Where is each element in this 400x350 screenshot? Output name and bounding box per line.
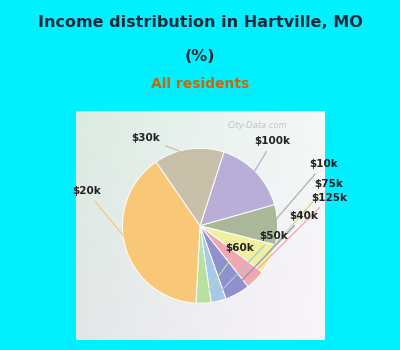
Text: $40k: $40k xyxy=(236,211,318,286)
Text: $20k: $20k xyxy=(72,186,130,243)
Text: $30k: $30k xyxy=(132,133,187,154)
Wedge shape xyxy=(200,226,248,299)
Wedge shape xyxy=(122,162,200,303)
Text: $10k: $10k xyxy=(273,159,338,223)
Wedge shape xyxy=(200,152,275,226)
Text: City-Data.com: City-Data.com xyxy=(228,121,288,131)
Text: Income distribution in Hartville, MO: Income distribution in Hartville, MO xyxy=(38,15,362,30)
Text: $100k: $100k xyxy=(253,136,291,174)
Text: All residents: All residents xyxy=(151,77,249,91)
Wedge shape xyxy=(200,226,275,272)
Wedge shape xyxy=(200,205,278,245)
Text: (%): (%) xyxy=(185,49,215,64)
Text: $125k: $125k xyxy=(253,193,347,274)
Wedge shape xyxy=(156,148,224,226)
Wedge shape xyxy=(200,226,262,287)
Text: $60k: $60k xyxy=(205,243,254,295)
Text: $75k: $75k xyxy=(266,179,343,254)
Text: $50k: $50k xyxy=(219,231,288,293)
Wedge shape xyxy=(200,226,226,302)
Wedge shape xyxy=(196,226,211,303)
